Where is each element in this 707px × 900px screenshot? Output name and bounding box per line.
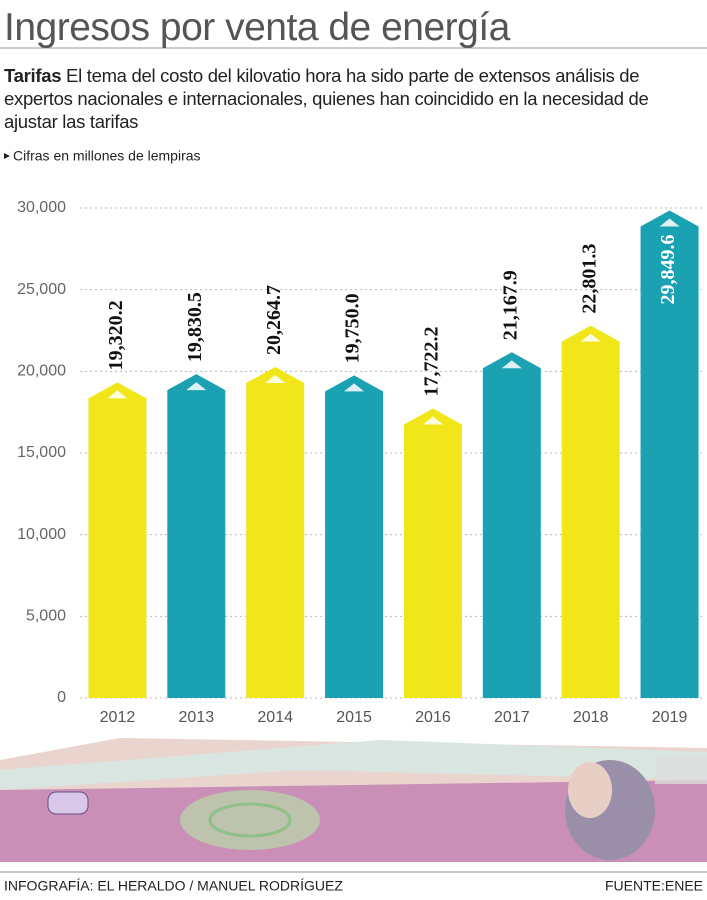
note-arrow [4,153,10,159]
x-tick-label: 2018 [573,709,609,726]
bar-arrow-highlight [186,382,207,391]
value-label: 22,801.3 [578,244,600,314]
bar-arrow-highlight [265,375,286,384]
subtitle-text: El tema del costo del kilovatio hora ha … [4,65,649,132]
value-label: 19,750.0 [342,293,364,363]
value-label: 21,167.9 [499,270,521,340]
y-tick-label: 30,000 [17,199,66,216]
bar-arrow-highlight [344,383,365,392]
y-tick-label: 5,000 [26,608,66,625]
x-tick-label: 2012 [100,709,136,726]
value-label: 19,320.2 [105,300,127,370]
y-tick-label: 10,000 [17,526,66,543]
bar [167,374,226,698]
subtitle: Tarifas El tema del costo del kilovatio … [4,64,704,133]
bar-arrow-highlight [580,333,601,342]
value-label: 19,830.5 [184,292,206,362]
subtitle-label: Tarifas [4,65,62,86]
value-label: 29,849.6 [657,234,679,304]
banknote [0,738,707,862]
y-tick-label: 20,000 [17,363,66,380]
bar-arrow-highlight [422,416,443,425]
x-tick-label: 2019 [652,709,688,726]
x-tick-label: 2014 [257,709,293,726]
unit-note: Cifras en millones de lempiras [13,148,201,164]
value-label: 20,264.7 [263,285,285,355]
bar [640,210,699,698]
bar [246,367,305,698]
bar-arrow-highlight [107,390,128,399]
bar-arrow-highlight [659,218,680,227]
credit: INFOGRAFÍA: EL HERALDO / MANUEL RODRÍGUE… [4,878,343,894]
y-tick-label: 0 [57,689,66,706]
bar [482,352,541,698]
x-tick-label: 2017 [494,709,530,726]
y-tick-label: 25,000 [17,281,66,298]
x-tick-label: 2016 [415,709,451,726]
bar [325,375,384,698]
value-label: 17,722.2 [421,327,443,397]
bar-arrow-highlight [501,360,522,369]
bar [403,408,462,698]
y-tick-label: 15,000 [17,444,66,461]
x-tick-label: 2013 [179,709,215,726]
x-tick-label: 2015 [336,709,372,726]
bar [88,382,147,698]
source: FUENTE:ENEE [605,878,703,894]
bar [561,325,620,698]
title: Ingresos por venta de energía [4,6,510,49]
